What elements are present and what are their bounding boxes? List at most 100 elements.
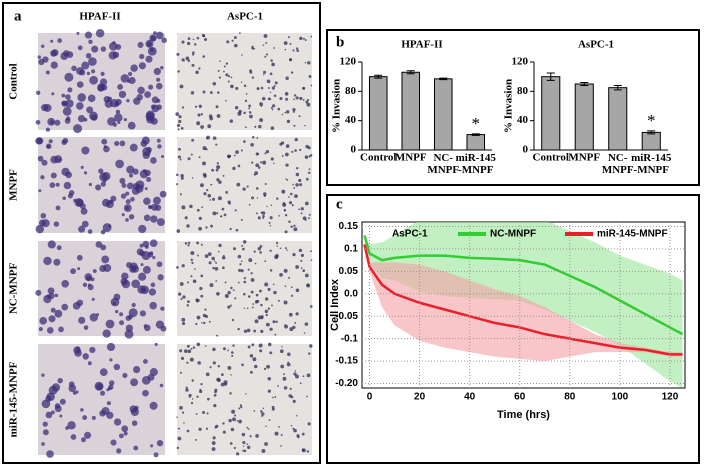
cell [309, 344, 313, 348]
cell [63, 181, 72, 190]
cell [138, 62, 146, 70]
cell [119, 177, 126, 184]
cell [76, 254, 83, 261]
cell [205, 372, 210, 377]
cell [265, 149, 270, 154]
cell [72, 302, 81, 310]
cell [295, 172, 300, 177]
cell [188, 393, 192, 397]
cell [247, 445, 251, 449]
cell [281, 155, 284, 157]
cell [207, 252, 212, 256]
error-bar [613, 84, 622, 91]
cell [299, 382, 302, 385]
cell [40, 212, 47, 219]
cell [150, 282, 156, 288]
cell [198, 67, 201, 70]
cell [254, 125, 257, 128]
cell [273, 85, 276, 88]
x-tick-label: MNPF [568, 152, 600, 164]
column-label: AsPC-1 [227, 11, 263, 23]
cell [197, 113, 201, 117]
cell [290, 286, 293, 289]
cell [234, 297, 237, 300]
cell [181, 411, 185, 414]
cell [259, 349, 263, 353]
cell [306, 177, 309, 181]
cell [122, 372, 128, 379]
cell [200, 243, 203, 246]
cell [202, 161, 206, 166]
cell [245, 93, 248, 95]
cell [233, 154, 236, 157]
cell [285, 163, 289, 167]
cell [242, 440, 246, 445]
cell [239, 32, 241, 34]
cell [297, 436, 300, 439]
cell [136, 248, 144, 256]
cell [234, 106, 239, 110]
cell [88, 57, 97, 66]
cell [298, 208, 301, 211]
cell [264, 309, 269, 314]
cell [270, 157, 274, 161]
cell [189, 204, 193, 209]
cell [309, 154, 313, 157]
cell [229, 304, 232, 307]
cell [131, 302, 136, 308]
bar [541, 76, 561, 151]
cell [294, 149, 297, 152]
cell [218, 76, 222, 79]
cell [35, 224, 44, 234]
cell [66, 116, 71, 121]
cell [187, 244, 190, 247]
cell [249, 435, 252, 438]
cell [270, 59, 273, 62]
cell [286, 178, 289, 181]
cell [273, 47, 276, 49]
cell [91, 69, 96, 74]
cell [213, 393, 217, 397]
cell [240, 405, 243, 409]
cell [310, 84, 313, 87]
cell [187, 157, 191, 161]
cell [224, 281, 227, 284]
cell [196, 241, 200, 245]
cell [262, 407, 265, 410]
cell [272, 283, 275, 286]
cell [293, 372, 297, 376]
cell [265, 425, 267, 427]
cell [139, 53, 145, 60]
cell [182, 295, 186, 299]
cell [265, 53, 269, 56]
cell [212, 266, 215, 270]
cell [223, 70, 225, 73]
cell [284, 230, 288, 234]
cell [77, 45, 83, 51]
x-tick-label: 40 [464, 392, 476, 403]
cell [238, 268, 242, 272]
cell [41, 373, 45, 377]
cell [68, 190, 75, 196]
cell [293, 98, 295, 101]
cell [306, 395, 308, 398]
cell [293, 428, 297, 433]
cell [187, 300, 190, 304]
cell [121, 183, 127, 188]
cell [143, 324, 148, 328]
cell [120, 74, 130, 83]
cell [253, 364, 258, 369]
cell [161, 37, 167, 44]
cell [57, 377, 63, 384]
cell [196, 298, 200, 303]
cell [185, 388, 189, 392]
cell [180, 298, 183, 301]
cell [211, 256, 215, 261]
cell [46, 327, 54, 334]
cell [212, 347, 216, 352]
cell [49, 182, 56, 188]
cell [82, 282, 88, 288]
cell [287, 36, 290, 39]
cell [216, 178, 220, 182]
cell [64, 72, 74, 82]
